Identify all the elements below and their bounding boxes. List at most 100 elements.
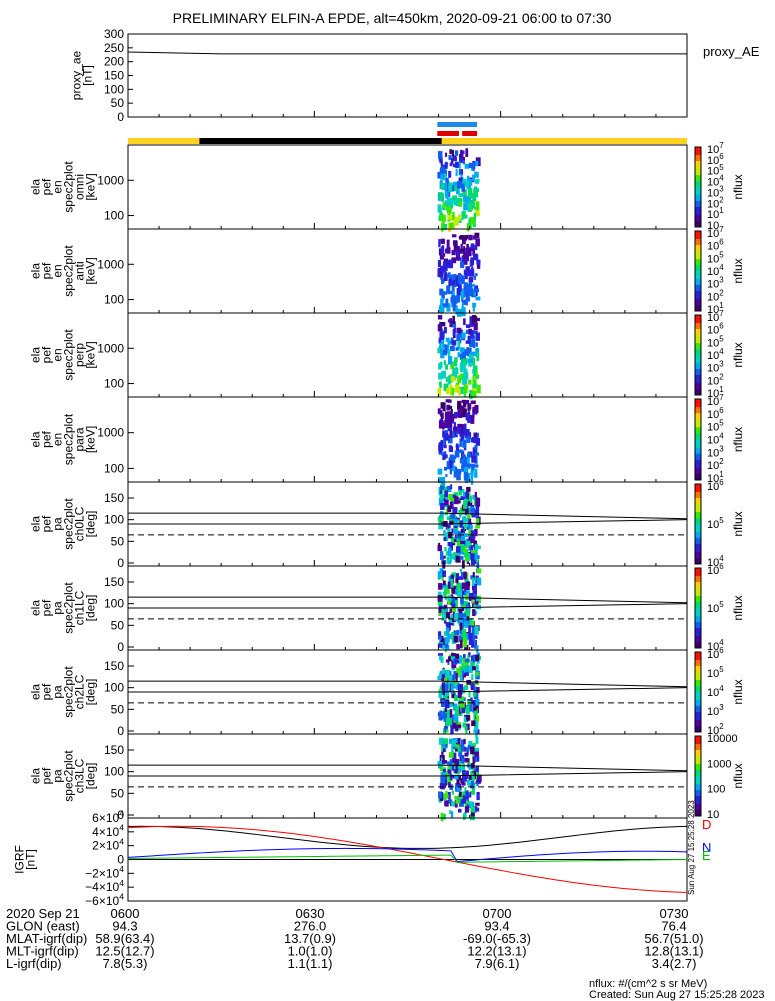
heatmap-cell xyxy=(465,340,471,344)
heatmap-cell xyxy=(446,247,451,254)
heatmap-cell xyxy=(471,469,474,477)
colorbar-cell xyxy=(695,309,701,312)
heatmap-cell xyxy=(455,546,461,553)
colorbar-cell xyxy=(695,431,701,434)
colorbar-cell xyxy=(695,443,701,447)
heatmap-cell xyxy=(447,399,452,403)
heatmap-cell xyxy=(440,157,443,164)
heatmap-cell xyxy=(475,160,479,166)
colorbar-cell xyxy=(695,704,701,707)
heatmap-cell xyxy=(462,178,467,185)
heatmap-cell xyxy=(459,791,462,797)
heatmap-cell xyxy=(472,788,475,795)
heatmap-cell xyxy=(461,782,466,786)
heatmap-cell xyxy=(439,381,442,388)
heatmap-cell xyxy=(474,720,479,730)
heatmap-cell xyxy=(451,683,455,689)
colorbar-label-text: nflux xyxy=(731,595,745,620)
heatmap-cell xyxy=(456,181,462,189)
heatmap-cell xyxy=(472,699,478,707)
heatmap-cell xyxy=(465,296,471,302)
heatmap-cell xyxy=(444,364,449,370)
heatmap-cell xyxy=(443,530,446,535)
colorbar-cell xyxy=(695,305,701,308)
heatmap-cell xyxy=(476,597,480,602)
ytick-label: 100 xyxy=(104,293,124,307)
heatmap-cell xyxy=(442,305,445,313)
colorbar-cell xyxy=(695,369,701,372)
heatmap-cell xyxy=(472,303,475,312)
heatmap-cell xyxy=(463,549,469,558)
colorbar-cell xyxy=(695,201,701,204)
heatmap-cell xyxy=(471,336,475,342)
heatmap-cell xyxy=(460,433,465,442)
colorbar-cell xyxy=(695,694,701,697)
heatmap-cell xyxy=(453,671,457,679)
heatmap-cell xyxy=(455,725,459,732)
colorbar-cell xyxy=(695,249,701,252)
heatmap-cell xyxy=(440,265,446,272)
heatmap-cell xyxy=(473,212,477,220)
ytick-label: 100 xyxy=(104,377,124,391)
colorbar-cell xyxy=(695,592,701,595)
heatmap-cell xyxy=(437,516,441,522)
heatmap-cell xyxy=(466,347,469,351)
heatmap-cell xyxy=(465,266,471,274)
heatmap-cell xyxy=(461,411,467,418)
heatmap-cell xyxy=(442,349,448,355)
heatmap-cell xyxy=(469,704,472,712)
heatmap-cell xyxy=(459,362,465,371)
colorbar-cell xyxy=(695,614,701,617)
heatmap-cell xyxy=(474,529,478,537)
heatmap-cell xyxy=(473,540,477,547)
colorbar-cell xyxy=(695,193,701,196)
heatmap-cell xyxy=(474,610,478,615)
heatmap-cell xyxy=(463,686,469,690)
colorbar-cell xyxy=(695,343,701,346)
colorbar-cell xyxy=(695,772,701,775)
heatmap-cell xyxy=(463,518,469,528)
heatmap-cell xyxy=(473,365,478,371)
heatmap-cell xyxy=(463,423,467,429)
colorbar-tick-label: 105 xyxy=(707,163,724,178)
heatmap-cell xyxy=(476,260,481,269)
heatmap-cell xyxy=(462,633,468,642)
heatmap-cell xyxy=(444,643,449,648)
heatmap-cell xyxy=(445,473,448,478)
heatmap-cell xyxy=(455,762,458,772)
heatmap-cell xyxy=(472,655,476,663)
heatmap-cell xyxy=(475,513,479,519)
colorbar-cell xyxy=(695,383,701,386)
colorbar-cell xyxy=(695,642,701,645)
ylabel-line: pef xyxy=(40,262,54,279)
colorbar-tick-label: 104 xyxy=(707,638,724,653)
heatmap-cell xyxy=(475,503,480,511)
heatmap-cell xyxy=(443,537,447,541)
colorbar-cell xyxy=(695,506,701,509)
igrf-d-line xyxy=(127,825,688,893)
heatmap-cell xyxy=(467,178,473,186)
colorbar-cell xyxy=(695,588,701,591)
heatmap-cell xyxy=(453,725,457,729)
heatmap-cell xyxy=(474,468,478,474)
heatmap-cell xyxy=(464,252,469,262)
heatmap-cell xyxy=(462,210,466,219)
colorbar-cell xyxy=(695,409,701,412)
heatmap-cell xyxy=(442,494,446,499)
alc-line xyxy=(128,603,688,609)
ylabel-line: IGRF xyxy=(13,845,27,874)
colorbar-cell xyxy=(695,584,701,587)
colorbar-tick-label: 105 xyxy=(707,516,724,531)
heatmap-cell xyxy=(472,369,475,374)
ytick-label: 150 xyxy=(104,69,124,83)
heatmap-cell xyxy=(465,540,471,548)
colorbar-cell xyxy=(695,690,701,693)
heatmap-cell xyxy=(473,604,478,609)
heatmap-cell xyxy=(438,374,443,380)
colorbar-cell xyxy=(695,794,701,797)
colorbar-tick-label: 106 xyxy=(707,646,724,661)
heatmap-cell xyxy=(458,193,463,197)
colorbar-cell xyxy=(695,722,701,725)
heatmap-cell xyxy=(451,299,454,308)
